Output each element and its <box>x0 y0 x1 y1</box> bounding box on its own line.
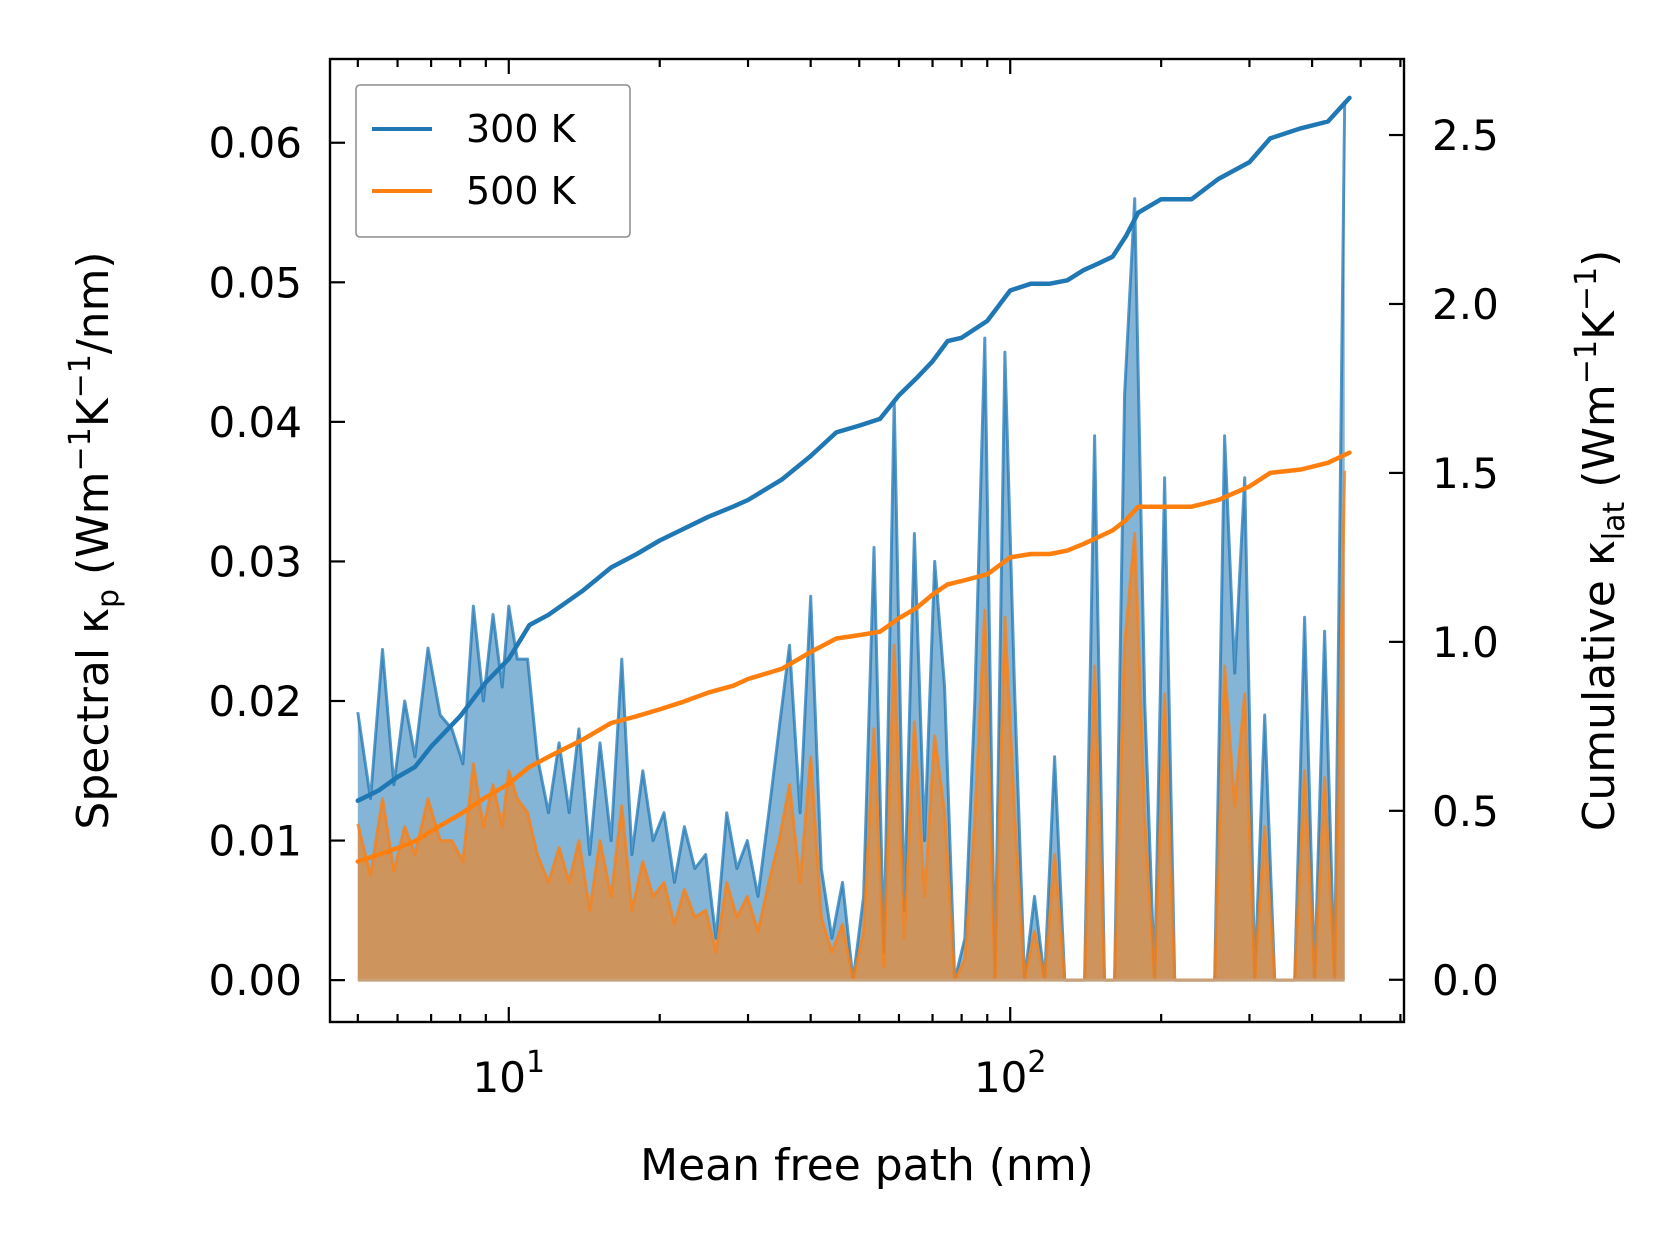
y-axis-left-title: Spectral κp (Wm−1K−1/nm) <box>63 251 126 829</box>
y-left-tick-label: 0.03 <box>208 537 302 586</box>
legend-box <box>355 84 631 238</box>
y-right-tick-label: 1.0 <box>1432 618 1499 667</box>
plot-frame <box>328 57 1406 1024</box>
legend-label-500k: 500 K <box>466 169 577 213</box>
cumulative-line-300k <box>355 95 1352 803</box>
y-left-title-unit-a: (Wm <box>68 471 119 589</box>
y-right-tick-label: 2.5 <box>1432 111 1499 160</box>
y-right-title-sub: lat <box>1597 502 1632 541</box>
x-tick-label: 101 <box>473 1045 546 1102</box>
y-right-tick-label: 0.0 <box>1432 956 1499 1005</box>
y-right-title-exp-b: −1 <box>1569 267 1604 311</box>
y-left-tick-label: 0.05 <box>208 258 302 307</box>
data-line-layer <box>355 95 1352 864</box>
cumulative-line-500k <box>355 450 1352 864</box>
y-left-title-exp-b: −1 <box>63 354 98 398</box>
tick-layer: 101 102 0.00 0.01 0.02 0.03 0.04 0.05 0.06 0.0 0.5… <box>208 59 1499 1102</box>
y-right-title-exp-a: −1 <box>1569 340 1604 384</box>
y-left-title-unit-c: /nm) <box>68 251 119 354</box>
x-tick-label: 102 <box>974 1045 1047 1102</box>
legend-label-300k: 300 K <box>466 107 577 151</box>
spectral-area-500k <box>357 470 1345 981</box>
y-left-tick-label: 0.01 <box>208 817 302 866</box>
y-left-title-exp-a: −1 <box>63 427 98 471</box>
y-right-tick-label: 1.5 <box>1432 449 1499 498</box>
y-left-tick-label: 0.00 <box>208 956 302 1005</box>
y-left-tick-label: 0.04 <box>208 398 302 447</box>
spectral-fill-layer <box>356 100 1347 982</box>
x-axis-title: Mean free path (nm) <box>640 1140 1094 1191</box>
y-left-tick-label: 0.02 <box>208 677 302 726</box>
y-right-title-unit-b: K <box>1574 310 1625 340</box>
y-left-title-unit-b: K <box>68 397 119 427</box>
y-axis-right-title: Cumulative κlat (Wm−1K−1) <box>1569 250 1632 832</box>
y-left-title-main: Spectral κ <box>68 608 119 830</box>
legend: 300 K 500 K <box>355 84 631 238</box>
y-left-tick-label: 0.06 <box>208 119 302 168</box>
y-right-title-unit-c: ) <box>1574 250 1625 267</box>
y-right-tick-label: 0.5 <box>1432 787 1499 836</box>
y-left-title-sub: p <box>91 589 126 608</box>
y-right-title-main: Cumulative κ <box>1574 540 1625 831</box>
y-right-title-unit-a: (Wm <box>1574 384 1625 502</box>
y-right-tick-label: 2.0 <box>1432 280 1499 329</box>
